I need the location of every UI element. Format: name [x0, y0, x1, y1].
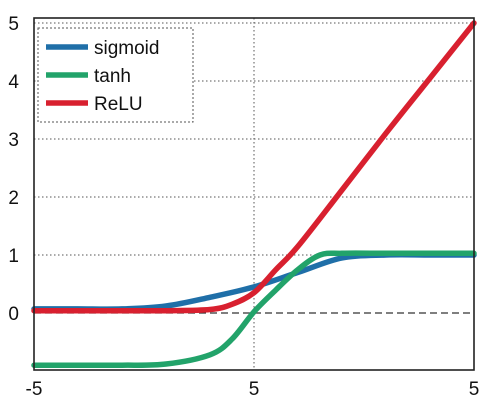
legend-label-relu: ReLU	[94, 94, 143, 115]
plot-border	[33, 17, 475, 371]
x-axis-ticks: -5 5 5	[26, 379, 480, 400]
y-tick-label: 2	[8, 188, 19, 209]
series-line-tanh	[31, 250, 477, 369]
legend-label-tanh: tanh	[94, 66, 131, 87]
series-line-relu	[31, 20, 477, 314]
x-tick-label: 5	[249, 379, 260, 400]
x-tick-label: -5	[26, 379, 43, 400]
y-tick-label: 4	[8, 72, 19, 93]
legend: sigmoid tanh ReLU	[37, 27, 194, 123]
y-tick-label: 0	[8, 304, 19, 325]
x-tick-label: 5	[469, 379, 480, 400]
y-tick-label: 5	[8, 14, 19, 35]
series-group	[31, 20, 477, 369]
y-tick-label: 3	[8, 130, 19, 151]
y-axis-ticks: 0 1 2 3 4 5	[8, 14, 19, 325]
legend-items: sigmoid tanh ReLU	[46, 38, 159, 115]
y-tick-label: 1	[8, 246, 19, 267]
legend-label-sigmoid: sigmoid	[94, 38, 159, 59]
